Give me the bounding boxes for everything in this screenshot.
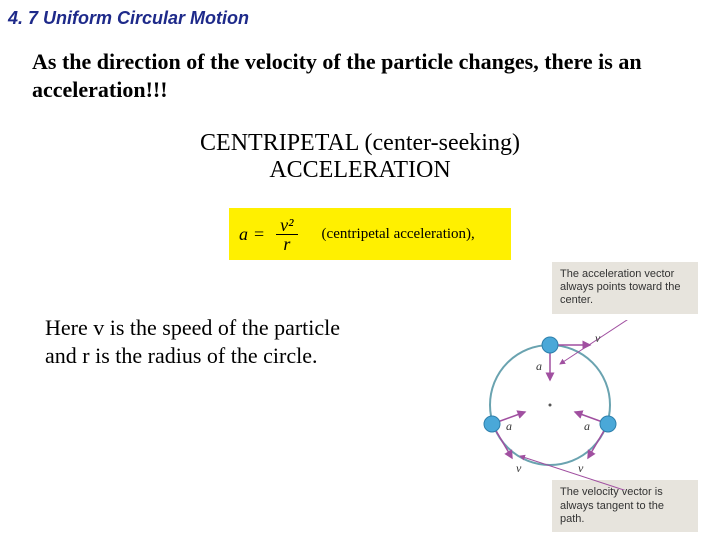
- circular-motion-figure: v⃗ v⃗ v⃗ a⃗ a⃗ a⃗: [460, 320, 640, 490]
- diagram-container: The acceleration vector always points to…: [458, 262, 698, 532]
- diagram-svg: v⃗ v⃗ v⃗ a⃗ a⃗ a⃗: [460, 320, 640, 490]
- formula-label: (centripetal acceleration),: [322, 226, 475, 243]
- subheading-line2: ACCELERATION: [269, 157, 450, 183]
- v-label-3: v⃗: [516, 461, 531, 475]
- formula-box: a = v² r (centripetal acceleration),: [229, 208, 511, 260]
- a-label-2: a⃗: [584, 419, 599, 433]
- formula-numerator: v²: [276, 216, 297, 235]
- formula-fraction: v² r: [276, 216, 297, 253]
- subheading-line1: CENTRIPETAL (center-seeking): [200, 130, 520, 156]
- subheading: CENTRIPETAL (center-seeking) ACCELERATIO…: [0, 130, 720, 184]
- connector-bottom: [520, 456, 630, 490]
- caption-top: The acceleration vector always points to…: [552, 262, 698, 314]
- formula-lhs: a: [239, 224, 248, 245]
- particle-1: [542, 337, 558, 353]
- a-label-3: a⃗: [506, 419, 521, 433]
- particle-3: [484, 416, 500, 432]
- formula-equals: =: [254, 224, 264, 245]
- a-label-1: a⃗: [536, 359, 551, 373]
- section-title: 4. 7 Uniform Circular Motion: [8, 8, 249, 29]
- particle-2: [600, 416, 616, 432]
- v-label-1: v⃗: [595, 331, 610, 345]
- body-paragraph: As the direction of the velocity of the …: [32, 48, 662, 103]
- center-dot: [549, 404, 552, 407]
- v-label-2: v⃗: [578, 461, 593, 475]
- description-paragraph: Here v is the speed of the particle and …: [45, 314, 345, 370]
- formula-denominator: r: [279, 235, 294, 253]
